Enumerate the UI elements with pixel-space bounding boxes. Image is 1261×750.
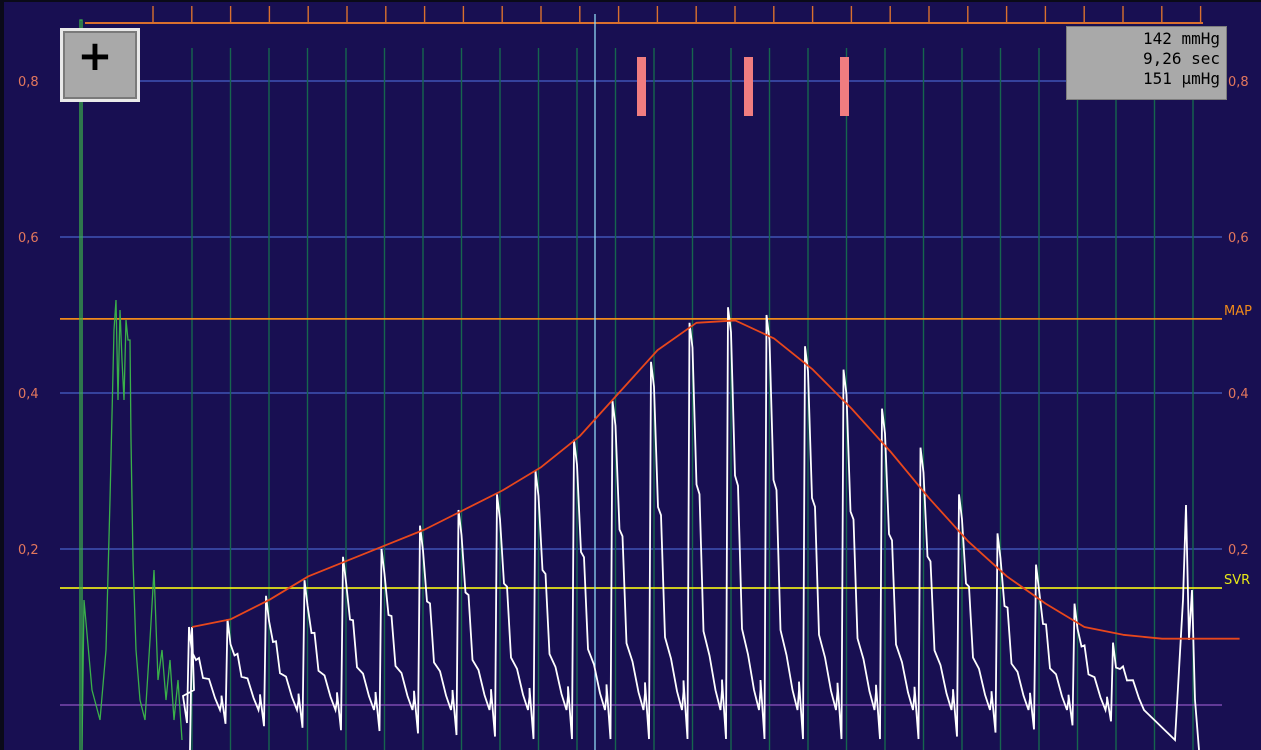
map-label: MAP [1224,304,1252,319]
time-ruler [85,6,1203,24]
peak-marker-0 [637,57,646,116]
y-axis-ticks: 0,2 0,2 0,4 0,4 0,6 0,6 0,8 0,8 [18,75,1249,558]
green-trace [79,19,183,750]
y-tick-left-0: 0,2 [18,543,39,558]
measurement-readout: 142 mmHg 9,26 sec 151 µmHg [1066,26,1227,100]
y-tick-right-3: 0,8 [1228,75,1249,90]
frame-left-edge [0,0,4,750]
y-tick-left-1: 0,4 [18,387,39,402]
readout-amplitude: 151 µmHg [1142,69,1220,88]
svr-label: SVR [1224,573,1250,588]
peak-markers [637,57,849,116]
readout-pressure: 142 mmHg [1142,29,1220,48]
readout-time: 9,26 sec [1142,49,1220,68]
frame-top-edge [0,0,1261,2]
y-tick-left-3: 0,8 [18,75,39,90]
plus-icon: + [77,31,113,80]
traces [79,14,1240,750]
y-tick-left-2: 0,6 [18,231,39,246]
peak-marker-2 [840,57,849,116]
envelope-curve [191,319,1240,640]
pulse-signal [182,307,1200,750]
y-tick-right-1: 0,4 [1228,387,1249,402]
zoom-in-button[interactable]: + [60,28,140,102]
y-tick-right-0: 0,2 [1228,543,1249,558]
y-tick-right-2: 0,6 [1228,231,1249,246]
horizontal-grid [60,80,1222,550]
peak-marker-1 [744,57,753,116]
